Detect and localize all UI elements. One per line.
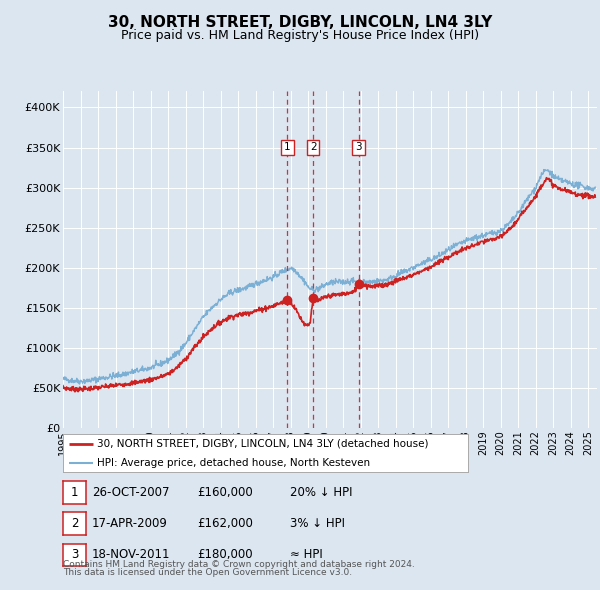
Text: This data is licensed under the Open Government Licence v3.0.: This data is licensed under the Open Gov… — [63, 568, 352, 577]
Text: HPI: Average price, detached house, North Kesteven: HPI: Average price, detached house, Nort… — [97, 458, 371, 468]
Text: Contains HM Land Registry data © Crown copyright and database right 2024.: Contains HM Land Registry data © Crown c… — [63, 560, 415, 569]
Text: £162,000: £162,000 — [197, 517, 253, 530]
Text: 20% ↓ HPI: 20% ↓ HPI — [290, 486, 352, 499]
Text: Price paid vs. HM Land Registry's House Price Index (HPI): Price paid vs. HM Land Registry's House … — [121, 30, 479, 42]
Text: £160,000: £160,000 — [197, 486, 253, 499]
Text: 1: 1 — [71, 486, 78, 499]
Text: 30, NORTH STREET, DIGBY, LINCOLN, LN4 3LY: 30, NORTH STREET, DIGBY, LINCOLN, LN4 3L… — [108, 15, 492, 30]
Text: 3: 3 — [71, 548, 78, 562]
Text: 18-NOV-2011: 18-NOV-2011 — [92, 548, 170, 562]
Text: 2: 2 — [71, 517, 78, 530]
Text: 30, NORTH STREET, DIGBY, LINCOLN, LN4 3LY (detached house): 30, NORTH STREET, DIGBY, LINCOLN, LN4 3L… — [97, 438, 429, 448]
Text: 3% ↓ HPI: 3% ↓ HPI — [290, 517, 345, 530]
Text: 1: 1 — [284, 143, 291, 152]
Text: 2: 2 — [310, 143, 317, 152]
Text: 26-OCT-2007: 26-OCT-2007 — [92, 486, 169, 499]
Text: £180,000: £180,000 — [197, 548, 253, 562]
Text: 3: 3 — [355, 143, 362, 152]
Text: 17-APR-2009: 17-APR-2009 — [92, 517, 167, 530]
Text: ≈ HPI: ≈ HPI — [290, 548, 323, 562]
